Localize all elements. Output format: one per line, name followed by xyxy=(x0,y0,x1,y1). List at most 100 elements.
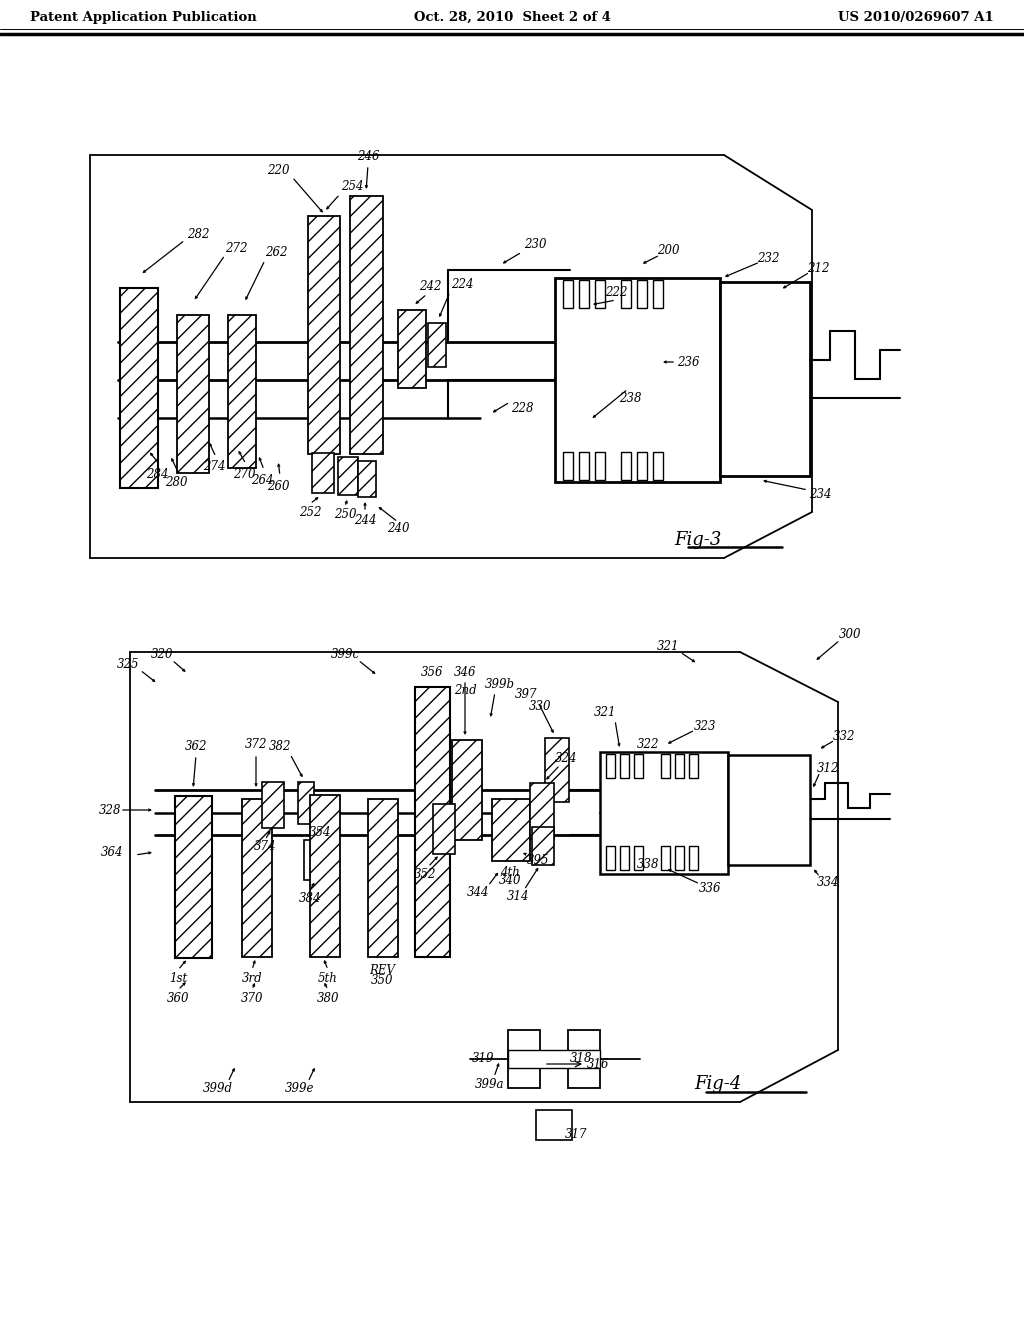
Bar xyxy=(338,457,358,495)
Text: 260: 260 xyxy=(266,479,289,492)
Text: 300: 300 xyxy=(839,627,861,640)
Text: 360: 360 xyxy=(167,991,189,1005)
Bar xyxy=(508,1049,600,1068)
Bar xyxy=(728,755,810,865)
Bar xyxy=(675,846,684,870)
Text: 384: 384 xyxy=(299,891,322,904)
Bar xyxy=(532,828,554,865)
Text: 228: 228 xyxy=(511,401,534,414)
Bar xyxy=(120,288,158,488)
Text: 325: 325 xyxy=(117,657,139,671)
Text: 321: 321 xyxy=(594,705,616,718)
Text: 372: 372 xyxy=(245,738,267,751)
Text: Patent Application Publication: Patent Application Publication xyxy=(30,11,257,24)
Bar xyxy=(175,796,212,958)
Bar xyxy=(536,1110,572,1140)
Text: 4th: 4th xyxy=(500,866,520,879)
Bar xyxy=(579,280,589,308)
Text: 354: 354 xyxy=(309,826,331,840)
Bar xyxy=(620,754,629,777)
Text: 322: 322 xyxy=(637,738,659,751)
Bar xyxy=(579,451,589,480)
Bar xyxy=(555,279,720,482)
Bar xyxy=(368,799,398,957)
Text: 370: 370 xyxy=(241,991,263,1005)
Bar xyxy=(606,754,615,777)
Text: 346: 346 xyxy=(454,665,476,678)
Text: 2nd: 2nd xyxy=(454,684,476,697)
Bar xyxy=(637,451,647,480)
Text: 319: 319 xyxy=(471,1052,494,1065)
Bar xyxy=(304,840,332,880)
Text: 240: 240 xyxy=(387,521,410,535)
Text: 344: 344 xyxy=(467,886,489,899)
Text: 280: 280 xyxy=(165,475,187,488)
Text: 399b: 399b xyxy=(485,677,515,690)
Text: 224: 224 xyxy=(451,279,473,292)
Bar xyxy=(689,754,698,777)
Bar xyxy=(228,315,256,469)
Text: 250: 250 xyxy=(334,508,356,521)
Bar xyxy=(415,686,450,957)
Text: 316: 316 xyxy=(587,1057,609,1071)
Bar xyxy=(620,846,629,870)
Text: 399e: 399e xyxy=(286,1081,314,1094)
Text: 252: 252 xyxy=(299,506,322,519)
Text: 382: 382 xyxy=(268,739,291,752)
Bar xyxy=(492,799,530,861)
Bar xyxy=(452,741,482,840)
Text: 328: 328 xyxy=(98,804,121,817)
Text: 200: 200 xyxy=(656,243,679,256)
Text: 399d: 399d xyxy=(203,1081,233,1094)
Text: 380: 380 xyxy=(316,991,339,1005)
Bar xyxy=(662,754,670,777)
Bar xyxy=(720,282,810,477)
Text: 274: 274 xyxy=(203,461,225,474)
Bar xyxy=(662,846,670,870)
Text: 324: 324 xyxy=(555,752,578,766)
Text: 284: 284 xyxy=(145,469,168,482)
Text: 220: 220 xyxy=(266,164,289,177)
Bar xyxy=(242,799,272,957)
Text: 374: 374 xyxy=(254,841,276,854)
Text: 254: 254 xyxy=(341,181,364,194)
Text: 312: 312 xyxy=(817,762,840,775)
Bar xyxy=(600,752,728,874)
Bar xyxy=(637,280,647,308)
Bar xyxy=(606,846,615,870)
Text: 272: 272 xyxy=(224,242,247,255)
Bar xyxy=(398,310,426,388)
Text: 338: 338 xyxy=(637,858,659,870)
Text: 270: 270 xyxy=(232,467,255,480)
Bar xyxy=(675,754,684,777)
Text: 317: 317 xyxy=(565,1129,587,1142)
Text: 3rd: 3rd xyxy=(242,972,262,985)
Text: 320: 320 xyxy=(151,648,173,660)
Text: 234: 234 xyxy=(809,488,831,502)
Text: 282: 282 xyxy=(186,227,209,240)
Bar xyxy=(545,738,569,803)
Bar xyxy=(312,453,334,492)
Bar xyxy=(653,280,663,308)
Bar xyxy=(621,451,631,480)
Text: 395: 395 xyxy=(526,854,549,866)
Text: US 2010/0269607 A1: US 2010/0269607 A1 xyxy=(839,11,994,24)
Bar xyxy=(621,280,631,308)
Text: 262: 262 xyxy=(265,247,288,260)
Text: 242: 242 xyxy=(419,281,441,293)
Text: 314: 314 xyxy=(507,891,529,903)
Text: 222: 222 xyxy=(605,286,628,300)
Text: 5th: 5th xyxy=(318,972,338,985)
Bar xyxy=(428,323,446,367)
Text: 350: 350 xyxy=(371,974,393,986)
Bar xyxy=(433,804,455,854)
Bar xyxy=(563,280,573,308)
Text: 230: 230 xyxy=(523,239,546,252)
Text: 364: 364 xyxy=(100,846,123,858)
Text: 336: 336 xyxy=(698,882,721,895)
Bar xyxy=(595,451,605,480)
Text: 244: 244 xyxy=(353,513,376,527)
Text: 321: 321 xyxy=(656,639,679,652)
Text: 399a: 399a xyxy=(475,1077,505,1090)
Text: 264: 264 xyxy=(251,474,273,487)
